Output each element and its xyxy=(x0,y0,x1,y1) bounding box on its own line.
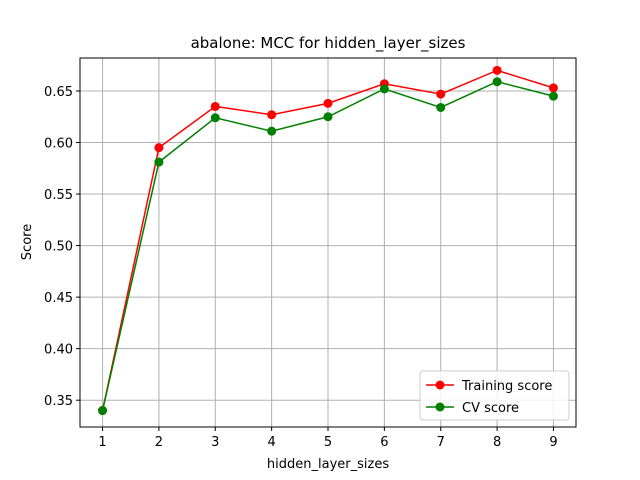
y-tick-label: 0.45 xyxy=(44,291,73,306)
chart-title: abalone: MCC for hidden_layer_sizes xyxy=(191,34,466,53)
data-point xyxy=(210,113,220,123)
data-point xyxy=(267,110,277,120)
legend-label: Training score xyxy=(461,379,552,394)
series-cv-score xyxy=(98,77,558,416)
data-point xyxy=(210,101,220,111)
legend: Training score CV score xyxy=(419,370,570,421)
data-point xyxy=(323,98,333,108)
data-point xyxy=(154,143,164,153)
data-point xyxy=(436,89,446,99)
data-point xyxy=(379,84,389,94)
series-training-score xyxy=(98,65,558,416)
x-tick-label: 5 xyxy=(324,435,332,450)
grid xyxy=(80,58,576,427)
x-tick-label: 3 xyxy=(211,435,219,450)
data-point xyxy=(492,77,502,87)
series-layer xyxy=(98,65,558,416)
y-tick-label: 0.50 xyxy=(44,240,73,255)
ticks: 1 2 3 4 5 6 7 8 9 0.35 0.40 0.45 0.50 0.55 0.60 0.65 xyxy=(44,85,558,450)
y-tick-label: 0.55 xyxy=(44,188,73,203)
y-tick-label: 0.60 xyxy=(44,137,73,152)
data-point xyxy=(154,157,164,167)
legend-label: CV score xyxy=(462,401,519,416)
x-axis-label: hidden_layer_sizes xyxy=(267,457,389,472)
x-tick-label: 4 xyxy=(267,435,275,450)
legend-marker xyxy=(435,402,445,412)
x-tick-label: 8 xyxy=(493,435,501,450)
data-point xyxy=(548,83,558,93)
data-point xyxy=(436,102,446,112)
data-point xyxy=(492,65,502,75)
y-tick-label: 0.40 xyxy=(44,343,73,358)
plot-area xyxy=(79,57,577,428)
x-tick-label: 9 xyxy=(549,435,557,450)
data-point xyxy=(323,112,333,122)
y-axis-label: Score xyxy=(20,224,35,260)
legend-box xyxy=(419,370,570,421)
legend-marker xyxy=(435,380,445,390)
data-point xyxy=(548,91,558,101)
x-tick-label: 2 xyxy=(155,435,163,450)
y-tick-label: 0.65 xyxy=(44,85,73,100)
data-point xyxy=(267,126,277,136)
y-tick-label: 0.35 xyxy=(44,394,73,409)
x-tick-label: 6 xyxy=(380,435,388,450)
data-point xyxy=(98,406,108,416)
x-tick-label: 7 xyxy=(437,435,445,450)
x-tick-label: 1 xyxy=(98,435,106,450)
